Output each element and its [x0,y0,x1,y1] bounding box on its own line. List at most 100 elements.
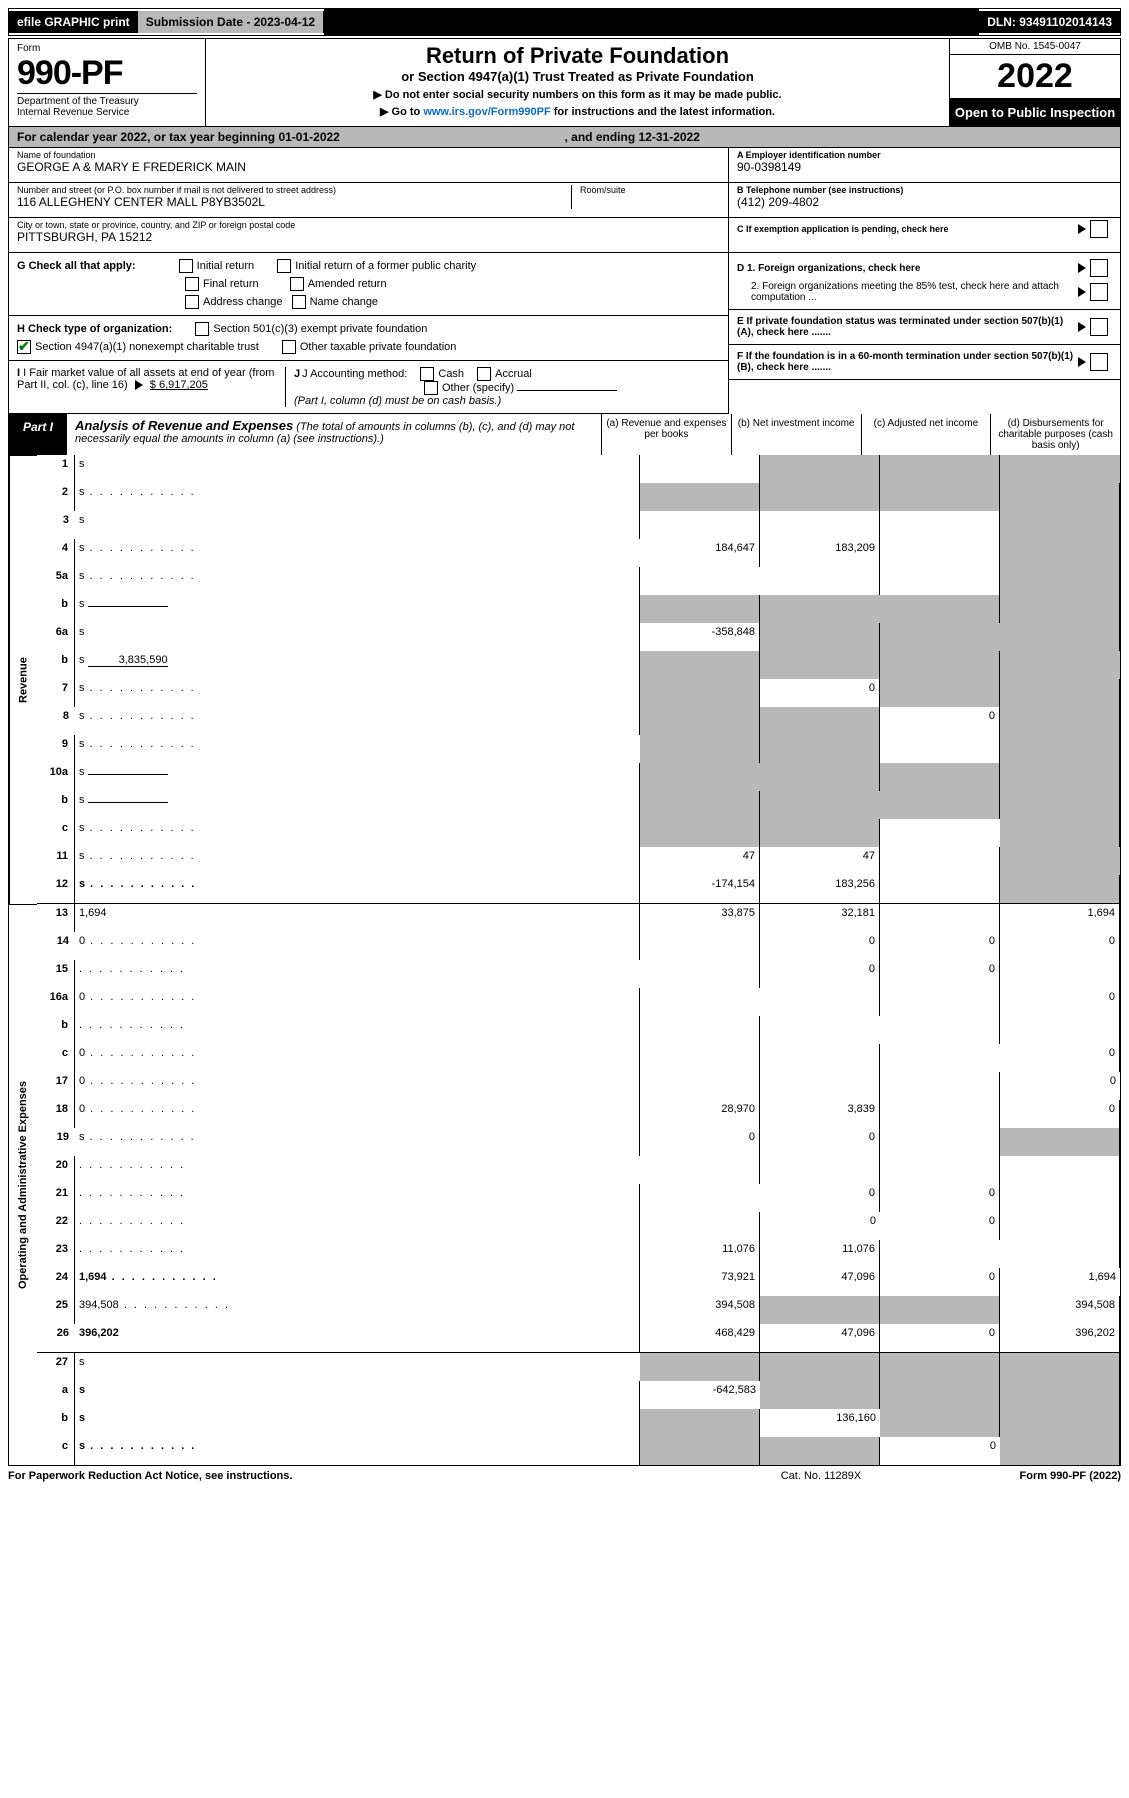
col-a-value [640,1353,760,1381]
col-c-value [880,1156,1000,1184]
col-d-value [1000,623,1120,651]
col-a-value [640,679,760,707]
line-number: c [37,819,75,847]
footer-right: Form 990-PF (2022) [921,1470,1121,1482]
header-right: OMB No. 1545-0047 2022 Open to Public In… [949,39,1120,126]
f-checkbox[interactable] [1090,353,1108,371]
col-a-value [640,932,760,960]
form-subtitle: or Section 4947(a)(1) Trust Treated as P… [214,69,941,84]
line-number: 13 [37,904,75,932]
line-description: 396,202 [75,1324,640,1353]
line-description: s [75,847,640,875]
f-row: F If the foundation is in a 60-month ter… [729,345,1120,380]
c-checkbox[interactable] [1090,220,1108,238]
instr-link[interactable]: www.irs.gov/Form990PF [423,106,550,118]
col-b-value [760,595,880,623]
col-b-value [760,1296,880,1324]
line-number: b [37,651,75,679]
col-b-value [760,1156,880,1184]
line-description [75,1016,640,1044]
line-description: s [75,1353,640,1381]
efile-label[interactable]: efile GRAPHIC print [9,11,138,33]
line-number: b [37,1409,75,1437]
line-number: 23 [37,1240,75,1268]
j-other-checkbox[interactable] [424,381,438,395]
col-c-value [880,679,1000,707]
line-description: s [75,455,640,483]
col-c-value [880,567,1000,595]
g-name-checkbox[interactable] [292,295,306,309]
col-a-value [640,1156,760,1184]
col-a-value: 11,076 [640,1240,760,1268]
j-cash-checkbox[interactable] [420,367,434,381]
h-other-checkbox[interactable] [282,340,296,354]
col-a-value [640,791,760,819]
line-number: 24 [37,1268,75,1296]
line-number: 11 [37,847,75,875]
col-a-value [640,651,760,679]
g-final-checkbox[interactable] [185,277,199,291]
col-b-value: 3,839 [760,1100,880,1128]
g-initial-checkbox[interactable] [179,259,193,273]
col-b-header: (b) Net investment income [732,414,862,455]
line-description: 0 [75,1072,640,1100]
h-501c3-checkbox[interactable] [195,322,209,336]
col-d-value [1000,1353,1120,1381]
name-row: Name of foundation GEORGE A & MARY E FRE… [9,148,728,183]
col-c-header: (c) Adjusted net income [862,414,992,455]
col-c-value [880,791,1000,819]
col-b-value: 0 [760,1212,880,1240]
col-d-value: 0 [1000,932,1120,960]
g-amended-checkbox[interactable] [290,277,304,291]
line-number: 4 [37,539,75,567]
j-accrual-checkbox[interactable] [477,367,491,381]
col-b-value [760,763,880,791]
city-row: City or town, state or province, country… [9,218,728,252]
d2-checkbox[interactable] [1090,283,1108,301]
line-description [75,1184,640,1212]
instr-2: ▶ Go to www.irs.gov/Form990PF for instru… [214,105,941,118]
calendar-year-row: For calendar year 2022, or tax year begi… [8,127,1121,148]
col-a-value [640,567,760,595]
topbar: efile GRAPHIC print Submission Date - 20… [8,8,1121,36]
form-title: Return of Private Foundation [214,43,941,69]
line-description: s [75,511,640,539]
c-row: C If exemption application is pending, c… [729,218,1120,246]
g-initial-former-checkbox[interactable] [277,259,291,273]
line-number: c [37,1437,75,1465]
col-c-value: 0 [880,1268,1000,1296]
col-a-value [640,1072,760,1100]
col-b-value [760,1381,880,1409]
col-d-value: 0 [1000,1100,1120,1128]
line-description: 0 [75,1100,640,1128]
h-4947-checkbox[interactable] [17,340,31,354]
col-a-value [640,1184,760,1212]
col-a-value: 0 [640,1128,760,1156]
identity-grid: Name of foundation GEORGE A & MARY E FRE… [8,148,1121,253]
arrow-icon [1078,357,1086,367]
line-description: s [75,875,640,904]
arrow-icon [1078,224,1086,234]
footer-left: For Paperwork Reduction Act Notice, see … [8,1470,721,1482]
dln: DLN: 93491102014143 [979,11,1120,33]
arrow-icon [1078,263,1086,273]
col-c-value: 0 [880,1324,1000,1353]
e-checkbox[interactable] [1090,318,1108,336]
col-b-value [760,791,880,819]
g-address-checkbox[interactable] [185,295,199,309]
col-d-value [1000,819,1120,847]
col-a-value [640,960,760,988]
line-number: 18 [37,1100,75,1128]
col-c-value: 0 [880,1212,1000,1240]
tax-year: 2022 [950,55,1120,99]
col-d-value: 394,508 [1000,1296,1120,1324]
d1-checkbox[interactable] [1090,259,1108,277]
header-center: Return of Private Foundation or Section … [206,39,949,126]
col-b-value [760,1072,880,1100]
line-description [75,1240,640,1268]
col-a-value [640,1437,760,1465]
col-d-value: 0 [1000,988,1120,1016]
col-c-value [880,651,1000,679]
col-c-value: 0 [880,707,1000,735]
col-d-value [1000,1240,1120,1268]
